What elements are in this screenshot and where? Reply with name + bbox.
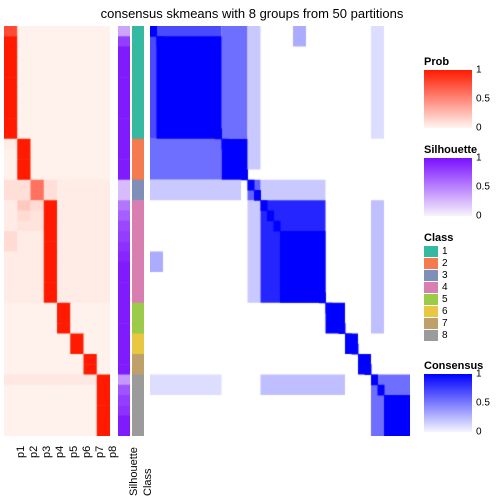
prob-axis-label: p6 — [81, 446, 93, 458]
prob-axis-label: p5 — [68, 446, 80, 458]
legend-tick: 0.5 — [476, 398, 490, 409]
legend-chip — [424, 294, 438, 305]
prob-axis-label: p4 — [54, 446, 66, 458]
legend-swatch: 1 — [424, 246, 453, 257]
legend-consensus: Consensus 10.50 — [424, 360, 483, 432]
legend-swatch: 7 — [424, 318, 453, 329]
legend-chip — [424, 258, 438, 269]
legend-swatch-label: 3 — [442, 270, 448, 281]
legend-tick: 0.5 — [476, 94, 490, 105]
legend-swatch-label: 6 — [442, 306, 448, 317]
legend-tick: 1 — [476, 65, 482, 76]
prob-axis-label: p1 — [15, 446, 27, 458]
legend-gradient-bar: 10.50 — [424, 70, 472, 128]
prob-axis-label: p3 — [41, 446, 53, 458]
legend-prob: Prob 10.50 — [424, 56, 472, 128]
prob-axis-label: p8 — [107, 446, 119, 458]
legend-title: Consensus — [424, 360, 483, 372]
legend-title: Class — [424, 232, 453, 244]
legend-tick: 0.5 — [476, 182, 490, 193]
legend-swatch-label: 2 — [442, 258, 448, 269]
legend-chip — [424, 318, 438, 329]
class-column — [132, 26, 144, 436]
legend-title: Silhouette — [424, 144, 477, 156]
legend-chip — [424, 282, 438, 293]
legend-tick: 0 — [476, 123, 482, 134]
silhouette-column — [118, 26, 130, 436]
legend-swatch-label: 1 — [442, 246, 448, 257]
legend-tick: 0 — [476, 211, 482, 222]
prob-axis-label: p7 — [94, 446, 106, 458]
legend-gradient-bar: 10.50 — [424, 158, 472, 216]
silhouette-axis-label: Silhouette — [128, 447, 140, 496]
legend-swatch: 2 — [424, 258, 453, 269]
prob-heatmap — [4, 26, 110, 436]
legend-chip — [424, 306, 438, 317]
legend-chip — [424, 270, 438, 281]
legend-swatch-label: 7 — [442, 318, 448, 329]
legend-swatch-label: 5 — [442, 294, 448, 305]
legend-silhouette: Silhouette 10.50 — [424, 144, 477, 216]
prob-axis-label: p2 — [28, 446, 40, 458]
class-axis-label: Class — [142, 468, 154, 496]
consensus-heatmap — [150, 26, 410, 436]
legend-swatch: 4 — [424, 282, 453, 293]
chart-title-text: consensus skmeans with 8 groups from 50 … — [101, 6, 404, 21]
legend-gradient-bar: 10.50 — [424, 374, 472, 432]
legend-swatch: 6 — [424, 306, 453, 317]
legend-swatch-label: 4 — [442, 282, 448, 293]
legend-swatch: 8 — [424, 330, 453, 341]
legend-tick: 1 — [476, 153, 482, 164]
legend-tick: 1 — [476, 369, 482, 380]
legend-title: Prob — [424, 56, 472, 68]
legend-chip — [424, 246, 438, 257]
legend-swatch-label: 8 — [442, 330, 448, 341]
legend-swatch: 5 — [424, 294, 453, 305]
legend-swatch: 3 — [424, 270, 453, 281]
legend-tick: 0 — [476, 427, 482, 438]
legend-class: Class 12345678 — [424, 232, 453, 342]
legend-chip — [424, 330, 438, 341]
chart-title: consensus skmeans with 8 groups from 50 … — [0, 6, 504, 21]
